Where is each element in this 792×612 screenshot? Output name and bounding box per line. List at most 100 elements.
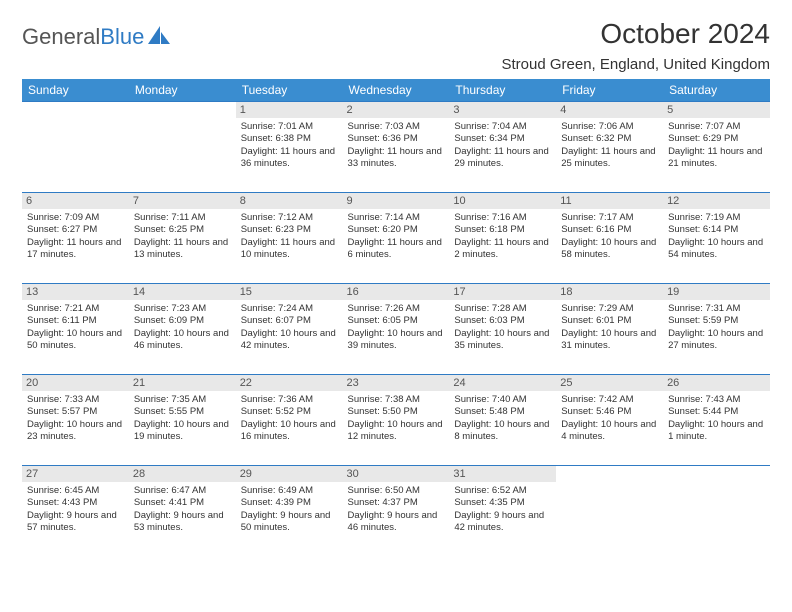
day-details: Sunrise: 7:12 AMSunset: 6:23 PMDaylight:… <box>241 212 338 261</box>
day-number: 30 <box>343 466 450 482</box>
calendar-cell: 9 Sunrise: 7:14 AMSunset: 6:20 PMDaylight… <box>343 193 450 284</box>
calendar-cell: 22Sunrise: 7:36 AMSunset: 5:52 PMDayligh… <box>236 375 343 466</box>
day-number: 20 <box>22 375 129 391</box>
calendar-cell: 23Sunrise: 7:38 AMSunset: 5:50 PMDayligh… <box>343 375 450 466</box>
day-details: Sunrise: 7:42 AMSunset: 5:46 PMDaylight:… <box>561 394 658 443</box>
day-number: 23 <box>343 375 450 391</box>
calendar-cell: 6Sunrise: 7:09 AMSunset: 6:27 PMDaylight… <box>22 193 129 284</box>
day-number: 26 <box>663 375 770 391</box>
day-details: Sunrise: 7:04 AMSunset: 6:34 PMDaylight:… <box>454 121 551 170</box>
calendar-cell: 30Sunrise: 6:50 AMSunset: 4:37 PMDayligh… <box>343 466 450 557</box>
calendar-cell: 19 Sunrise: 7:31 AMSunset: 5:59 PMDayligh… <box>663 284 770 375</box>
brand-part1: General <box>22 24 100 50</box>
day-details: Sunrise: 7:11 AMSunset: 6:25 PMDaylight:… <box>134 212 231 261</box>
calendar-cell <box>22 102 129 193</box>
calendar-row: 1Sunrise: 7:01 AMSunset: 6:38 PMDaylight… <box>22 102 770 193</box>
day-details: Sunrise: 6:45 AMSunset: 4:43 PMDaylight:… <box>27 485 124 534</box>
calendar-row: 20 Sunrise: 7:33 AMSunset: 5:57 PMDayligh… <box>22 375 770 466</box>
day-details: Sunrise: 7:31 AMSunset: 5:59 PMDaylight:… <box>668 303 765 352</box>
day-details: Sunrise: 7:24 AMSunset: 6:07 PMDaylight:… <box>241 303 338 352</box>
calendar-cell: 18 Sunrise: 7:29 AMSunset: 6:01 PMDayligh… <box>556 284 663 375</box>
calendar-cell: 25Sunrise: 7:42 AMSunset: 5:46 PMDayligh… <box>556 375 663 466</box>
day-details: Sunrise: 7:26 AMSunset: 6:05 PMDaylight:… <box>348 303 445 352</box>
calendar-cell: 12 Sunrise: 7:19 AMSunset: 6:14 PMDayligh… <box>663 193 770 284</box>
day-details: Sunrise: 7:17 AMSunset: 6:16 PMDaylight:… <box>561 212 658 261</box>
calendar-cell: 28 Sunrise: 6:47 AMSunset: 4:41 PMDayligh… <box>129 466 236 557</box>
day-details: Sunrise: 7:01 AMSunset: 6:38 PMDaylight:… <box>241 121 338 170</box>
day-number: 4 <box>556 102 663 118</box>
calendar-cell: 14Sunrise: 7:23 AMSunset: 6:09 PMDayligh… <box>129 284 236 375</box>
weekday-header: Sunday <box>22 79 129 102</box>
weekday-header: Wednesday <box>343 79 450 102</box>
day-number: 17 <box>449 284 556 300</box>
day-number: 24 <box>449 375 556 391</box>
calendar-cell: 20 Sunrise: 7:33 AMSunset: 5:57 PMDayligh… <box>22 375 129 466</box>
calendar-row: 6Sunrise: 7:09 AMSunset: 6:27 PMDaylight… <box>22 193 770 284</box>
calendar-cell: 2 Sunrise: 7:03 AMSunset: 6:36 PMDaylight… <box>343 102 450 193</box>
day-details: Sunrise: 7:23 AMSunset: 6:09 PMDaylight:… <box>134 303 231 352</box>
day-number: 29 <box>236 466 343 482</box>
day-number: 11 <box>556 193 663 209</box>
logo-sail-icon <box>148 24 170 50</box>
day-details: Sunrise: 7:28 AMSunset: 6:03 PMDaylight:… <box>454 303 551 352</box>
day-details: Sunrise: 6:49 AMSunset: 4:39 PMDaylight:… <box>241 485 338 534</box>
calendar-cell: 21 Sunrise: 7:35 AMSunset: 5:55 PMDayligh… <box>129 375 236 466</box>
calendar-cell: 4 Sunrise: 7:06 AMSunset: 6:32 PMDaylight… <box>556 102 663 193</box>
calendar-cell: 13Sunrise: 7:21 AMSunset: 6:11 PMDayligh… <box>22 284 129 375</box>
calendar-table: SundayMondayTuesdayWednesdayThursdayFrid… <box>22 79 770 557</box>
calendar-cell: 8Sunrise: 7:12 AMSunset: 6:23 PMDaylight… <box>236 193 343 284</box>
header: GeneralBlue October 2024 Stroud Green, E… <box>22 18 770 73</box>
calendar-row: 13Sunrise: 7:21 AMSunset: 6:11 PMDayligh… <box>22 284 770 375</box>
day-number: 13 <box>22 284 129 300</box>
weekday-header: Friday <box>556 79 663 102</box>
day-number: 27 <box>22 466 129 482</box>
calendar-cell: 10Sunrise: 7:16 AMSunset: 6:18 PMDayligh… <box>449 193 556 284</box>
calendar-cell: 26Sunrise: 7:43 AMSunset: 5:44 PMDayligh… <box>663 375 770 466</box>
brand-logo: GeneralBlue <box>22 24 170 50</box>
calendar-cell: 31 Sunrise: 6:52 AMSunset: 4:35 PMDayligh… <box>449 466 556 557</box>
day-number: 31 <box>449 466 556 482</box>
calendar-cell <box>129 102 236 193</box>
location-text: Stroud Green, England, United Kingdom <box>502 56 771 73</box>
day-details: Sunrise: 7:35 AMSunset: 5:55 PMDaylight:… <box>134 394 231 443</box>
calendar-cell: 5Sunrise: 7:07 AMSunset: 6:29 PMDaylight… <box>663 102 770 193</box>
day-number: 2 <box>343 102 450 118</box>
day-number: 15 <box>236 284 343 300</box>
day-number: 7 <box>129 193 236 209</box>
day-details: Sunrise: 7:29 AMSunset: 6:01 PMDaylight:… <box>561 303 658 352</box>
weekday-header: Monday <box>129 79 236 102</box>
day-details: Sunrise: 7:09 AMSunset: 6:27 PMDaylight:… <box>27 212 124 261</box>
calendar-row: 27 Sunrise: 6:45 AMSunset: 4:43 PMDayligh… <box>22 466 770 557</box>
calendar-cell: 1Sunrise: 7:01 AMSunset: 6:38 PMDaylight… <box>236 102 343 193</box>
day-details: Sunrise: 7:06 AMSunset: 6:32 PMDaylight:… <box>561 121 658 170</box>
day-details: Sunrise: 7:33 AMSunset: 5:57 PMDaylight:… <box>27 394 124 443</box>
weekday-header: Thursday <box>449 79 556 102</box>
month-title: October 2024 <box>502 18 771 50</box>
calendar-cell: 11 Sunrise: 7:17 AMSunset: 6:16 PMDayligh… <box>556 193 663 284</box>
day-details: Sunrise: 7:03 AMSunset: 6:36 PMDaylight:… <box>348 121 445 170</box>
day-number: 12 <box>663 193 770 209</box>
calendar-cell: 15 Sunrise: 7:24 AMSunset: 6:07 PMDayligh… <box>236 284 343 375</box>
day-details: Sunrise: 6:47 AMSunset: 4:41 PMDaylight:… <box>134 485 231 534</box>
title-block: October 2024 Stroud Green, England, Unit… <box>502 18 771 73</box>
day-number: 19 <box>663 284 770 300</box>
weekday-header: Tuesday <box>236 79 343 102</box>
calendar-cell: 17 Sunrise: 7:28 AMSunset: 6:03 PMDayligh… <box>449 284 556 375</box>
day-number: 22 <box>236 375 343 391</box>
day-number: 9 <box>343 193 450 209</box>
calendar-cell: 16 Sunrise: 7:26 AMSunset: 6:05 PMDayligh… <box>343 284 450 375</box>
calendar-body: 1Sunrise: 7:01 AMSunset: 6:38 PMDaylight… <box>22 102 770 557</box>
day-details: Sunrise: 7:07 AMSunset: 6:29 PMDaylight:… <box>668 121 765 170</box>
calendar-cell <box>663 466 770 557</box>
day-number: 28 <box>129 466 236 482</box>
day-details: Sunrise: 7:14 AMSunset: 6:20 PMDaylight:… <box>348 212 445 261</box>
day-details: Sunrise: 7:19 AMSunset: 6:14 PMDaylight:… <box>668 212 765 261</box>
calendar-cell: 29 Sunrise: 6:49 AMSunset: 4:39 PMDayligh… <box>236 466 343 557</box>
day-number: 21 <box>129 375 236 391</box>
day-number: 16 <box>343 284 450 300</box>
day-number: 18 <box>556 284 663 300</box>
day-details: Sunrise: 6:52 AMSunset: 4:35 PMDaylight:… <box>454 485 551 534</box>
brand-part2: Blue <box>100 24 144 50</box>
day-number: 10 <box>449 193 556 209</box>
calendar-cell: 3Sunrise: 7:04 AMSunset: 6:34 PMDaylight… <box>449 102 556 193</box>
